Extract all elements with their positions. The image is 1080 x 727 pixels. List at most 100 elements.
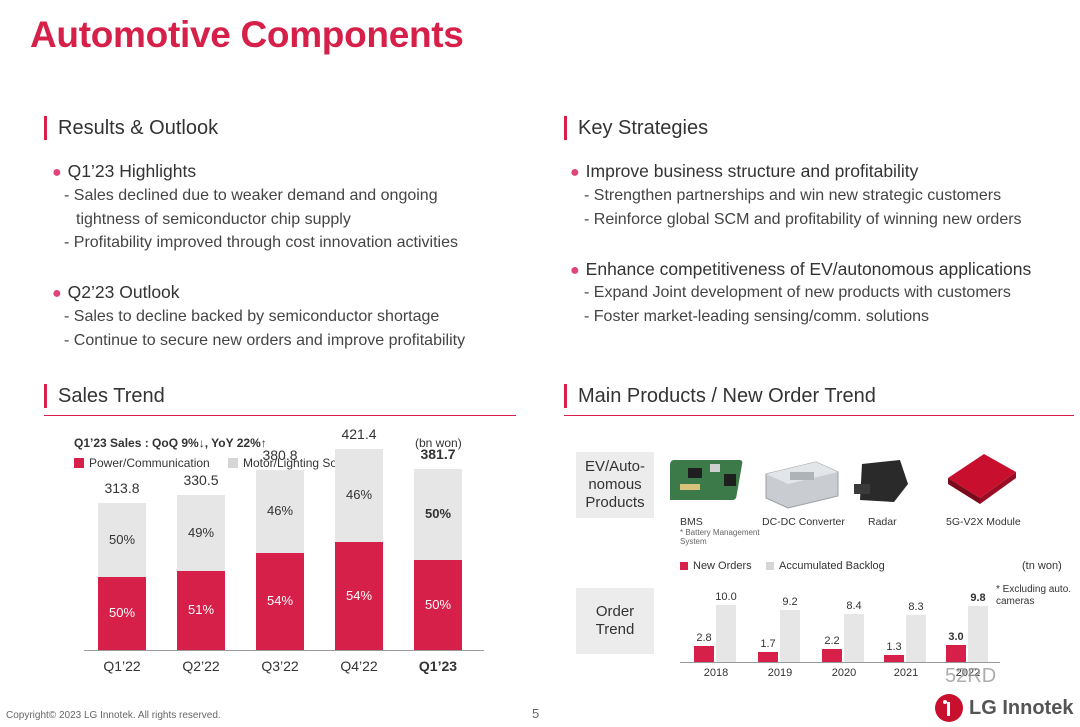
sales-bar-grey-label: 50% <box>424 506 452 522</box>
sales-unit: (bn won) <box>415 436 462 450</box>
backlog-bar <box>716 605 736 662</box>
new-orders-value: 3.0 <box>948 630 964 643</box>
q1-highlights-title: Q1’23 Highlights <box>67 161 197 181</box>
new-orders-bar <box>758 652 778 662</box>
watermark: 52RD <box>945 665 997 687</box>
backlog-bar <box>968 606 988 662</box>
new-orders-value: 1.7 <box>760 638 776 651</box>
order-x-label: 2018 <box>703 667 729 679</box>
bms-image <box>670 460 743 500</box>
backlog-value: 8.4 <box>846 600 862 613</box>
sales-bar-grey: 46% <box>256 469 304 553</box>
order-x-label: 2021 <box>893 667 919 679</box>
sales-bar-total: 380.8 <box>262 446 298 463</box>
order-trend-label: Order Trend <box>576 588 654 654</box>
q2-item: - Continue to secure new orders and impr… <box>64 332 466 349</box>
sales-bar-red: 50% <box>414 559 462 650</box>
copyright: Copyright© 2023 LG Innotek. All rights r… <box>6 710 221 721</box>
q2-outlook-bullet: ● Q2’23 Outlook <box>52 282 180 302</box>
sales-bar-total: 381.7 <box>420 446 456 463</box>
new-orders-bar <box>694 646 714 662</box>
new-orders-bar <box>946 644 966 662</box>
product-caption-dcdc: DC-DC Converter <box>762 516 845 528</box>
sales-bar-red-label: 54% <box>345 587 373 603</box>
bms-footnote: * Battery Management System <box>680 528 760 546</box>
strategy-2-item: - Foster market-leading sensing/comm. so… <box>584 308 930 325</box>
order-x-label: 2019 <box>767 667 793 679</box>
page-title: Automotive Components <box>30 14 464 55</box>
orders-legend-backlog: Accumulated Backlog <box>766 560 885 572</box>
order-axis <box>680 662 1000 663</box>
sales-bar-red: 50% <box>98 576 146 650</box>
new-orders-value: 2.2 <box>824 635 840 648</box>
sales-bar-grey: 50% <box>98 503 146 577</box>
lg-innotek-logo: LG Innotek <box>935 694 1073 722</box>
backlog-value: 9.2 <box>782 595 798 608</box>
product-caption-radar: Radar <box>868 516 897 528</box>
strategy-1-item: - Reinforce global SCM and profitability… <box>584 211 1022 228</box>
sales-x-label: Q2’22 <box>182 658 220 674</box>
q1-highlights-bullet: ● Q1’23 Highlights <box>52 161 197 181</box>
sales-bar-grey: 49% <box>177 494 225 571</box>
q2-outlook-title: Q2’23 Outlook <box>67 282 180 302</box>
sales-x-label: Q4’22 <box>340 658 378 674</box>
sales-legend-power: Power/Communication <box>74 456 210 470</box>
new-orders-bar <box>822 649 842 662</box>
new-orders-value: 1.3 <box>886 640 902 653</box>
radar-image <box>854 460 908 502</box>
sales-bar-total: 330.5 <box>183 471 219 488</box>
strategy-1-item: - Strengthen partnerships and win new st… <box>584 187 1002 204</box>
sales-subtitle: Q1’23 Sales : QoQ 9%↓, YoY 22%↑ <box>74 436 267 450</box>
strategy-2-title: Enhance competitiveness of EV/autonomous… <box>585 259 1032 279</box>
new-orders-value: 2.8 <box>696 632 712 645</box>
strategy-1-title: Improve business structure and profitabi… <box>585 161 919 181</box>
results-heading: Results & Outlook <box>44 116 218 140</box>
sales-bar-red-label: 50% <box>424 596 452 612</box>
sales-bar-red: 54% <box>335 541 383 650</box>
legend-swatch-grey <box>228 458 238 468</box>
orders-unit: (tn won) <box>1022 560 1062 572</box>
legend-label: New Orders <box>693 560 752 572</box>
backlog-value: 10.0 <box>715 591 737 603</box>
sales-bar-red-label: 51% <box>187 602 215 618</box>
sales-axis <box>84 650 484 651</box>
strategy-2-item: - Expand Joint development of new produc… <box>584 284 1011 301</box>
logo-text: LG Innotek <box>969 696 1074 719</box>
sales-bar-total: 313.8 <box>104 480 140 497</box>
backlog-bar <box>906 614 926 662</box>
legend-label: Power/Communication <box>89 456 210 470</box>
backlog-value: 8.3 <box>908 600 924 613</box>
sales-bar-red-label: 50% <box>108 605 136 621</box>
sales-bar-red-label: 54% <box>266 593 294 609</box>
legend-swatch-grey <box>766 562 774 570</box>
sales-heading: Sales Trend <box>44 384 165 408</box>
backlog-value: 9.8 <box>970 592 986 605</box>
products-heading: Main Products / New Order Trend <box>564 384 876 408</box>
product-caption-bms: BMS <box>680 516 703 528</box>
sales-bar-grey-label: 46% <box>345 487 373 503</box>
sales-x-label: Q3’22 <box>261 658 299 674</box>
legend-swatch-red <box>74 458 84 468</box>
page-number: 5 <box>532 706 540 721</box>
legend-label: Accumulated Backlog <box>779 560 885 572</box>
sales-bar-grey: 46% <box>335 449 383 542</box>
order-x-label: 2020 <box>831 667 857 679</box>
order-x-label: 2022 <box>955 667 981 679</box>
sales-bar-total: 421.4 <box>341 426 377 443</box>
strategy-1-bullet: ● Improve business structure and profitab… <box>570 161 919 181</box>
backlog-bar <box>780 609 800 662</box>
q1-item: - Sales declined due to weaker demand an… <box>64 187 438 204</box>
backlog-bar <box>844 614 864 662</box>
dc-dc-converter-image <box>765 461 839 509</box>
sales-x-label: Q1’23 <box>418 658 458 674</box>
strategies-heading: Key Strategies <box>564 116 708 140</box>
product-caption-v2x: 5G-V2X Module <box>946 516 1021 528</box>
new-orders-bar <box>884 654 904 662</box>
lg-logo-icon <box>935 694 963 722</box>
q1-item: tightness of semiconductor chip supply <box>76 211 351 228</box>
strategy-2-bullet: ● Enhance competitiveness of EV/autonomou… <box>570 259 1032 279</box>
5g-v2x-module-image <box>948 454 1016 504</box>
products-divider <box>564 415 1074 416</box>
sales-bar-red: 51% <box>177 570 225 650</box>
sales-bar-grey-label: 49% <box>187 524 215 540</box>
